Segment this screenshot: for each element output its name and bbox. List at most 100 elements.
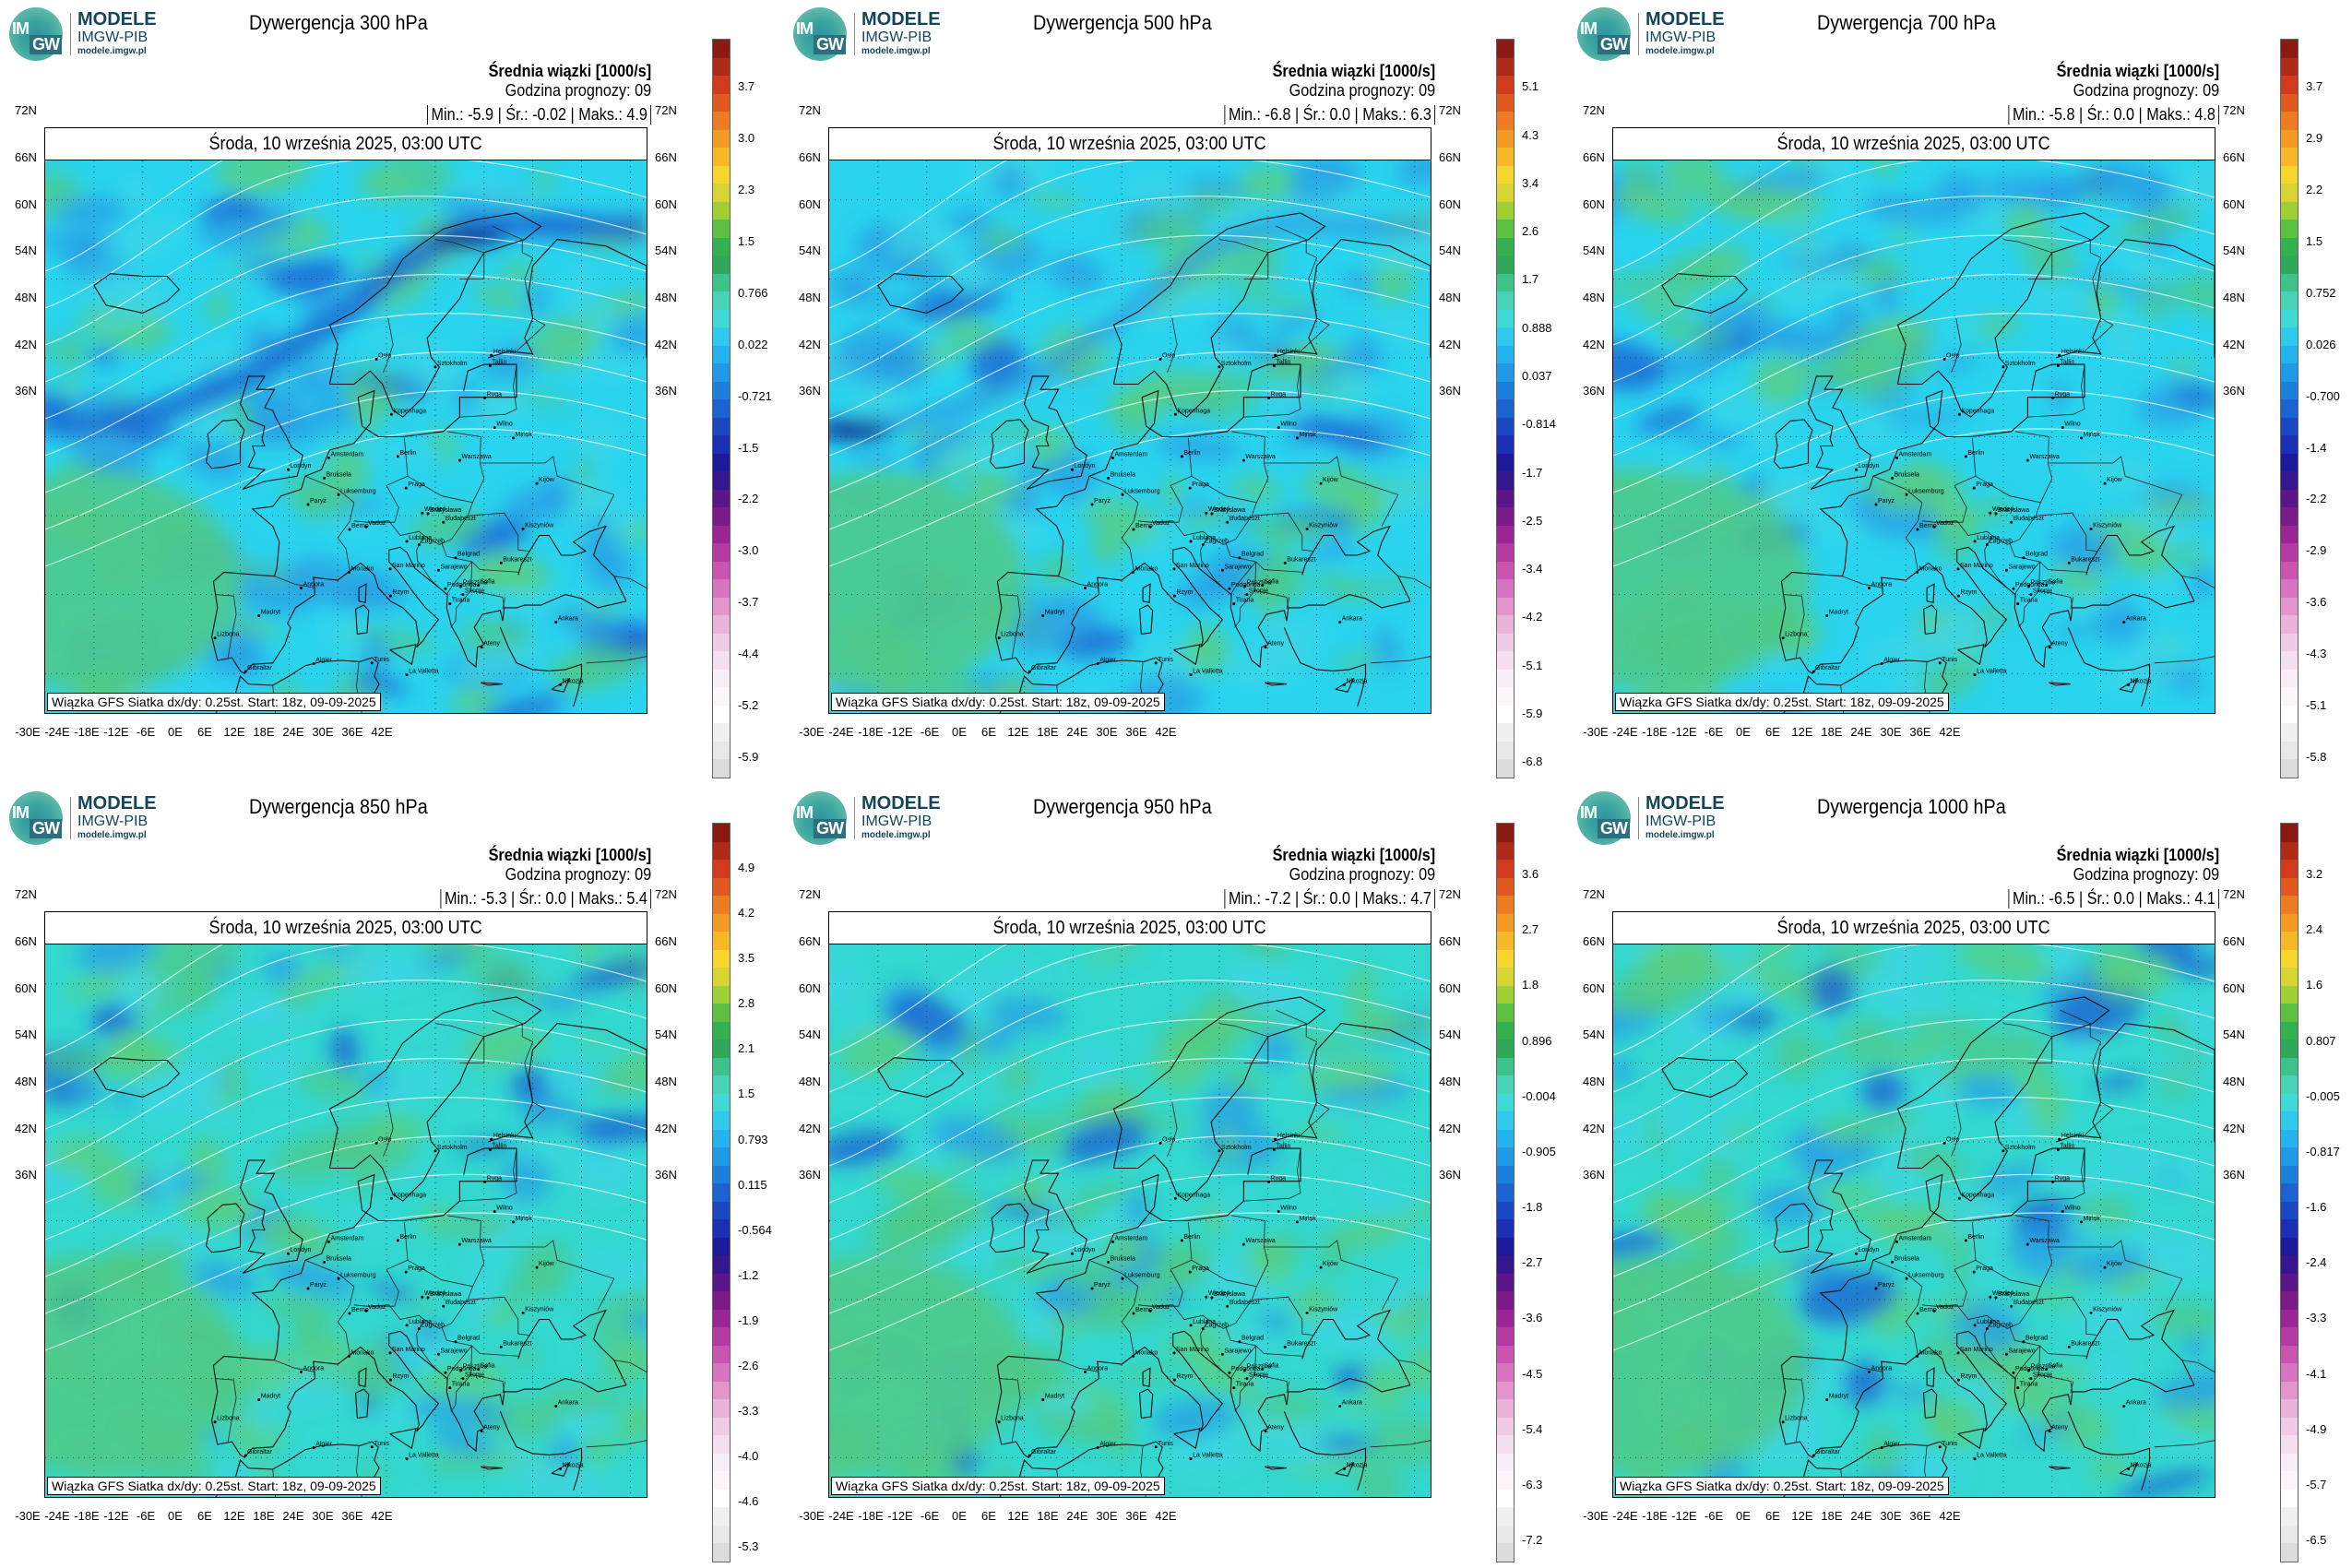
lon-label: -12E xyxy=(887,725,913,739)
city-label: Bratysława xyxy=(1214,507,1245,514)
city-label: Prisztina xyxy=(1247,579,1272,586)
city-label: Sztokholm xyxy=(1221,361,1252,367)
lon-label: 42E xyxy=(1155,1509,1177,1523)
lon-label: -18E xyxy=(1642,1509,1668,1523)
city-label: Luksemburg xyxy=(1124,1272,1160,1278)
city-dot xyxy=(1232,602,1236,606)
city-dot xyxy=(1973,673,1977,677)
lon-label: -18E xyxy=(858,725,884,739)
lon-label: 18E xyxy=(1821,725,1843,739)
lat-label-left: 54N xyxy=(799,244,821,257)
divergence-field xyxy=(45,944,647,1497)
city-label: Kiszyniów xyxy=(2093,1306,2122,1313)
lat-label-right: 36N xyxy=(2223,384,2245,398)
city-dot xyxy=(434,1149,437,1153)
city-label: Kijów xyxy=(1323,1261,1339,1267)
city-label: Ankara xyxy=(1342,1400,1362,1407)
stats-line: Min.: -6.5 | Śr.: 0.0 | Maks.: 4.1 xyxy=(2007,889,2219,909)
city-dot xyxy=(2067,1345,2071,1348)
colorbar-label: -3.3 xyxy=(2306,1311,2327,1325)
colorbar-cell xyxy=(1497,615,1514,634)
lon-label: 0E xyxy=(952,725,967,739)
city-dot xyxy=(1041,613,1045,617)
city-label: Tunis xyxy=(374,657,389,663)
city-label: Bruksela xyxy=(1111,471,1135,478)
colorbar-label: 0.752 xyxy=(2306,285,2336,300)
lat-label-right: 36N xyxy=(2223,1168,2245,1182)
lat-label-right: 66N xyxy=(655,934,677,948)
city-label: Tirana xyxy=(2020,1382,2038,1388)
city-label: Sztokholm xyxy=(1221,1145,1252,1151)
colorbar-cell xyxy=(1497,148,1514,166)
lon-label: 36E xyxy=(1909,725,1931,739)
city-dot xyxy=(1220,568,1224,572)
colorbar-label: -5.1 xyxy=(2306,698,2327,713)
lat-label-left: 36N xyxy=(799,1168,821,1182)
colorbar-label: -5.1 xyxy=(1522,658,1543,672)
lon-label: 18E xyxy=(1037,1509,1059,1523)
colorbar-cell xyxy=(1497,1057,1514,1075)
city-label: Skopje xyxy=(1249,1372,1269,1379)
city-dot xyxy=(1261,584,1265,588)
colorbar xyxy=(2280,39,2299,778)
colorbar-cell xyxy=(1497,1093,1514,1111)
colorbar-cell xyxy=(2281,129,2298,148)
city-label: Sarajewo xyxy=(1224,1348,1251,1354)
city-dot xyxy=(1226,1304,1229,1308)
panel-title: Dywergencja 300 hPa xyxy=(249,11,428,34)
map-svg: Madryt Lizbona Londyn Paryż Amsterdam Bruksel… xyxy=(1613,944,2215,1497)
colorbar-cell xyxy=(1497,1111,1514,1130)
colorbar-cell xyxy=(1497,1345,1514,1363)
city-dot xyxy=(1932,1309,1936,1313)
city-label: Ateny xyxy=(483,641,500,647)
colorbar-cell xyxy=(2281,1183,2298,1202)
city-dot xyxy=(454,1340,457,1344)
city-dot xyxy=(1158,357,1162,361)
colorbar-cell xyxy=(713,507,730,526)
city-label: Skopje xyxy=(1249,588,1269,595)
colorbar-cell xyxy=(2281,896,2298,914)
logo-im: IM xyxy=(796,19,814,38)
colorbar-cell xyxy=(1497,1435,1514,1454)
city-dot xyxy=(1220,1352,1224,1356)
colorbar-label: -3.0 xyxy=(738,543,759,558)
city-label: Tirana xyxy=(1236,598,1254,604)
colorbar-cell xyxy=(713,273,730,291)
colorbar-label: -3.4 xyxy=(1522,562,1543,576)
city-dot xyxy=(396,455,399,458)
lat-label-left: 42N xyxy=(799,338,821,351)
colorbar-cell xyxy=(2281,112,2298,130)
colorbar-cell xyxy=(1497,57,1514,76)
city-dot xyxy=(1232,1386,1236,1390)
colorbar-cell xyxy=(1497,201,1514,220)
city-dot xyxy=(404,1270,408,1274)
city-label: Algier xyxy=(315,658,333,664)
colorbar-cell xyxy=(713,1201,730,1219)
city-label: Lublana xyxy=(1977,535,2000,541)
city-dot xyxy=(2080,1220,2084,1224)
colorbar-cell xyxy=(1497,1021,1514,1039)
city-dot xyxy=(1148,525,1152,529)
colorbar-cell xyxy=(2281,273,2298,291)
city-dot xyxy=(300,1371,303,1374)
colorbar-cell xyxy=(713,57,730,76)
colorbar-label: -3.7 xyxy=(738,595,759,610)
city-label: Londyn xyxy=(290,1247,311,1253)
city-dot xyxy=(1148,1309,1152,1313)
city-dot xyxy=(1210,512,1214,516)
city-label: Prisztina xyxy=(2031,1363,2056,1370)
city-label: Berlin xyxy=(399,450,416,457)
lon-label: -24E xyxy=(828,725,854,739)
colorbar-cell xyxy=(1497,1165,1514,1183)
lon-label: -12E xyxy=(1671,1509,1697,1523)
colorbar-cell xyxy=(2281,1507,2298,1526)
colorbar-cell xyxy=(1497,1291,1514,1310)
colorbar-label: -4.5 xyxy=(1522,1366,1543,1381)
date-text: Środa, 10 września 2025, 03:00 UTC xyxy=(1776,918,2051,938)
city-label: Monako xyxy=(1135,1349,1158,1356)
colorbar-cell xyxy=(713,896,730,914)
city-label: Tunis xyxy=(1158,1441,1173,1447)
city-label: Kiszyniów xyxy=(525,522,554,529)
colorbar-cell xyxy=(1497,93,1514,112)
colorbar-cell xyxy=(713,1363,730,1382)
